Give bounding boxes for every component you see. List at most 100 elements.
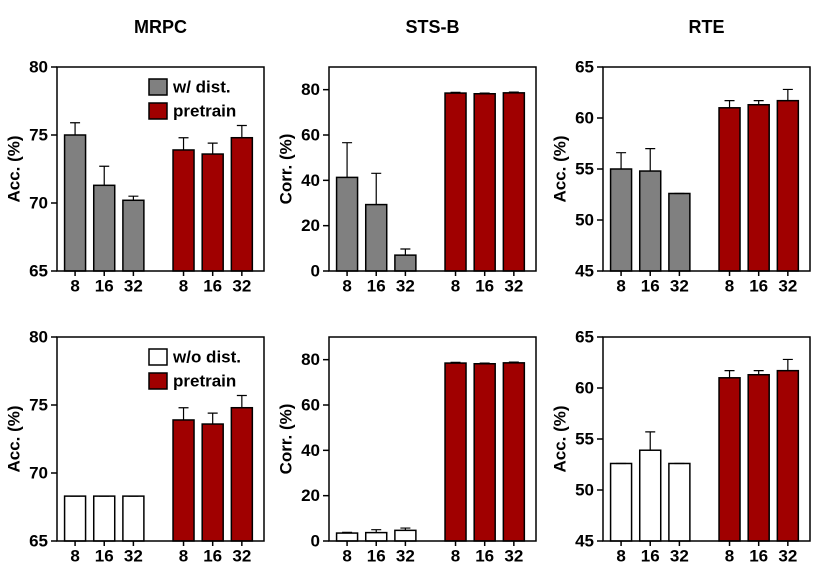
- bar: [473, 362, 496, 542]
- x-tick-label: 8: [179, 276, 188, 295]
- y-tick-label: 60: [575, 108, 594, 127]
- bar: [668, 462, 691, 542]
- x-tick-label: 32: [124, 546, 143, 565]
- error-bar: [479, 362, 490, 364]
- x-tick-label: 8: [725, 546, 734, 565]
- panel: Acc. (%) 45 50 55 60 65 8 16 32 8 16 32: [550, 327, 811, 565]
- bar: [172, 149, 195, 272]
- bar: [63, 495, 87, 542]
- y-axis-label: Acc. (%): [4, 405, 23, 472]
- y-axis-label: Corr. (%): [276, 134, 295, 205]
- error-bar: [479, 92, 490, 94]
- error-bar: [645, 431, 656, 451]
- error-bar: [450, 361, 461, 364]
- bar: [718, 377, 741, 542]
- y-tick-label: 45: [575, 261, 594, 280]
- y-tick-label: 65: [29, 531, 48, 550]
- x-tick-label: 32: [396, 276, 415, 295]
- y-tick-label: 65: [575, 57, 594, 76]
- bar: [638, 170, 662, 272]
- x-tick-label: 8: [70, 276, 79, 295]
- bar: [394, 529, 417, 542]
- axes-frame: [56, 66, 265, 272]
- x-tick-label: 16: [749, 546, 768, 565]
- panel: STS-B Corr. (%) 0 20 40 60 80 8 16 32 8 16 32: [276, 17, 537, 295]
- bar: [776, 369, 800, 542]
- y-tick-label: 65: [575, 327, 594, 346]
- x-tick-label: 8: [342, 546, 351, 565]
- bar: [92, 495, 116, 542]
- axes-frame: [602, 336, 811, 542]
- error-bar: [508, 361, 519, 363]
- legend-label: w/ dist.: [172, 77, 231, 96]
- bar: [122, 495, 145, 542]
- y-tick-label: 80: [301, 80, 320, 99]
- x-tick-label: 32: [778, 546, 797, 565]
- bar: [364, 531, 388, 542]
- error-bar: [99, 165, 110, 186]
- legend-swatch: [148, 78, 168, 96]
- x-tick-label: 16: [95, 276, 114, 295]
- x-tick-label: 32: [232, 546, 251, 565]
- x-tick-label: 8: [70, 546, 79, 565]
- bar: [444, 92, 467, 272]
- axes-frame: [328, 66, 537, 272]
- legend-swatch: [148, 372, 168, 390]
- y-tick-label: 50: [575, 480, 594, 499]
- x-tick-label: 16: [203, 276, 222, 295]
- y-tick-label: 70: [29, 463, 48, 482]
- error-bar: [207, 412, 218, 425]
- bar: [609, 168, 633, 272]
- x-tick-label: 8: [342, 276, 351, 295]
- y-tick-label: 80: [29, 327, 48, 346]
- x-tick-label: 16: [475, 546, 494, 565]
- bar: [502, 362, 526, 542]
- panel: MRPC Acc. (%) 65 70 75 80 8 16 32 8 16 32 w/ dist. pr…: [4, 17, 265, 295]
- error-bar: [342, 531, 353, 534]
- legend-swatch: [148, 348, 168, 366]
- bar: [502, 92, 526, 272]
- bar: [364, 203, 388, 272]
- bar: [230, 406, 254, 542]
- x-tick-label: 16: [641, 546, 660, 565]
- bar: [335, 532, 359, 542]
- error-bar: [236, 124, 247, 138]
- x-tick-label: 16: [641, 276, 660, 295]
- bar: [747, 373, 770, 542]
- y-tick-label: 50: [575, 210, 594, 229]
- error-bar: [207, 142, 218, 155]
- x-tick-label: 8: [451, 546, 460, 565]
- error-bar: [178, 137, 189, 150]
- x-tick-label: 8: [725, 276, 734, 295]
- x-tick-label: 32: [124, 276, 143, 295]
- error-bar: [782, 358, 793, 371]
- error-bar: [724, 370, 735, 378]
- bar: [394, 254, 417, 272]
- bar: [444, 362, 467, 542]
- bar: [201, 153, 224, 272]
- bar: [230, 136, 254, 272]
- error-bar: [400, 527, 411, 531]
- bar: [638, 449, 662, 542]
- y-tick-label: 60: [575, 378, 594, 397]
- error-bar: [753, 100, 764, 105]
- error-bar: [342, 142, 353, 178]
- x-tick-label: 8: [451, 276, 460, 295]
- bar: [172, 419, 195, 542]
- legend-swatch: [148, 102, 168, 120]
- y-tick-label: 70: [29, 193, 48, 212]
- axes-frame: [602, 66, 811, 272]
- y-tick-label: 80: [29, 57, 48, 76]
- legend-label: w/o dist.: [172, 347, 241, 366]
- bar: [92, 184, 116, 272]
- x-tick-label: 8: [179, 546, 188, 565]
- error-bar: [128, 195, 139, 201]
- bar: [63, 134, 87, 272]
- error-bar: [236, 394, 247, 408]
- x-tick-label: 8: [616, 546, 625, 565]
- y-tick-label: 40: [301, 441, 320, 460]
- error-bar: [450, 91, 461, 94]
- error-bar: [400, 248, 411, 256]
- error-bar: [753, 370, 764, 375]
- y-tick-label: 0: [311, 531, 320, 550]
